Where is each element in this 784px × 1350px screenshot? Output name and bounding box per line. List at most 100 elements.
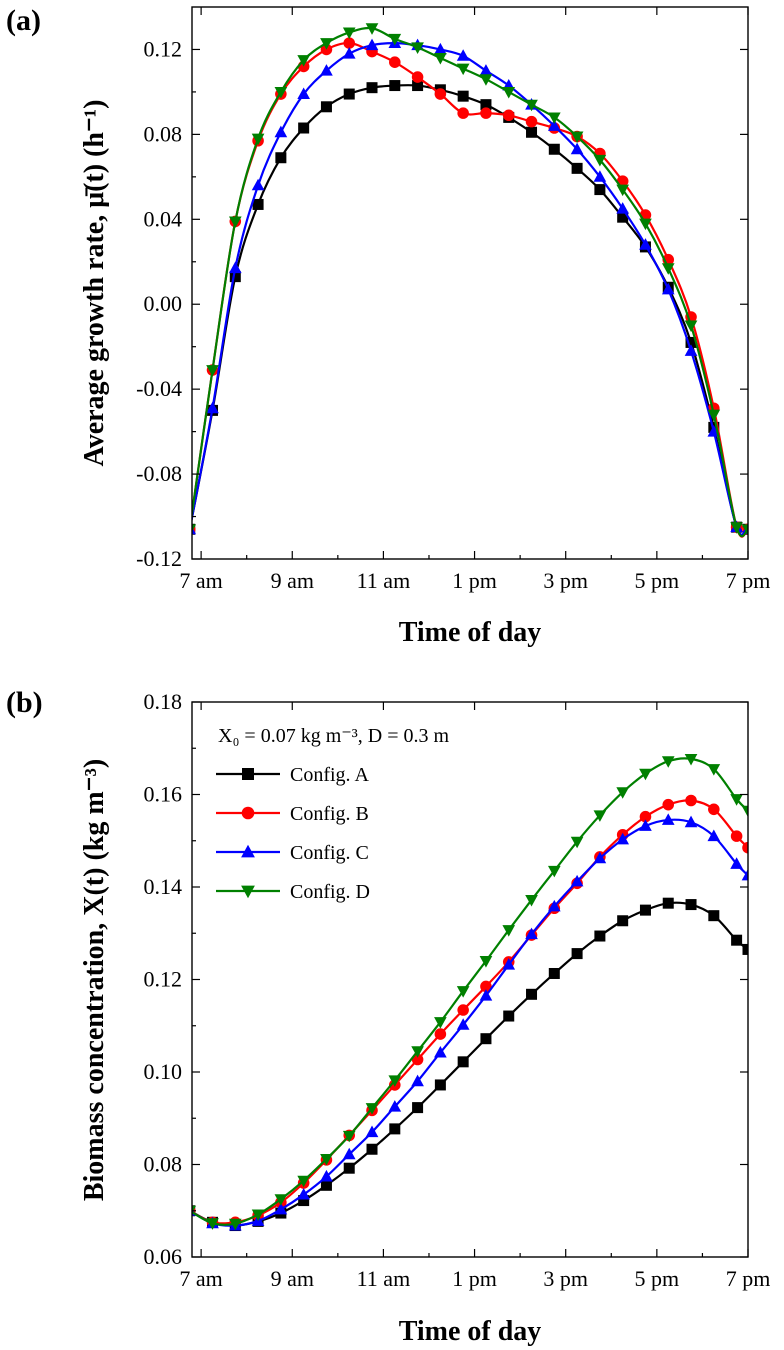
- x-tick-label: 5 pm: [635, 568, 680, 593]
- data-point: [206, 1218, 219, 1230]
- series-line: [192, 818, 748, 1227]
- data-point: [685, 899, 697, 911]
- data-point: [434, 1079, 446, 1091]
- data-point: [252, 198, 264, 210]
- data-point: [502, 109, 515, 122]
- data-point: [525, 99, 538, 112]
- data-point: [456, 986, 470, 998]
- data-point: [480, 107, 492, 119]
- x-tick-label: 9 am: [271, 568, 314, 593]
- data-point: [661, 756, 675, 768]
- panel-a-growth-rate-chart: (a) 7 am 9 am 11 am 1 pm 3 pm 5 pm 7 pm -0.12 -0…: [6, 4, 770, 648]
- data-point: [411, 1046, 424, 1058]
- panel-b-legend: Config. A Config. B Config. C Config. D: [216, 764, 370, 903]
- y-tick-label: 0.08: [144, 1152, 183, 1177]
- data-point: [741, 805, 748, 818]
- data-point: [708, 910, 720, 922]
- data-point: [594, 184, 606, 196]
- data-point: [434, 88, 447, 100]
- data-point: [434, 53, 447, 65]
- data-point: [707, 409, 721, 422]
- data-point: [228, 261, 242, 274]
- series-line: [192, 799, 748, 1225]
- panel-a-x-axis-title: Time of day: [399, 617, 542, 648]
- data-point: [731, 934, 743, 946]
- data-point: [434, 1017, 447, 1029]
- data-point: [742, 841, 748, 854]
- data-point: [480, 99, 492, 111]
- x-tick-label: 3 pm: [543, 568, 588, 593]
- data-point: [479, 989, 493, 1001]
- legend-label: Config. D: [290, 881, 370, 903]
- data-point: [616, 202, 629, 214]
- data-point: [480, 1033, 492, 1045]
- y-tick-label: -0.12: [136, 546, 182, 571]
- panel-a-y-axis-title: Average growth rate, μ̄(t) (h⁻¹): [79, 100, 110, 467]
- data-point: [616, 787, 629, 799]
- data-point: [320, 1154, 333, 1166]
- data-point: [274, 86, 288, 99]
- x-tick-label: 7 pm: [726, 568, 771, 593]
- x-tick-label: 1 pm: [452, 1266, 497, 1291]
- data-point: [229, 271, 241, 283]
- y-tick-label: 0.18: [144, 689, 183, 714]
- data-point: [365, 38, 379, 51]
- panel-a-ticks: 7 am 9 am 11 am 1 pm 3 pm 5 pm 7 pm -0.12 -0.08 -…: [136, 7, 770, 593]
- data-point: [298, 1195, 310, 1207]
- data-point: [365, 1125, 379, 1138]
- data-point: [275, 152, 287, 164]
- data-point: [343, 1162, 355, 1174]
- data-point: [617, 211, 629, 223]
- data-point: [365, 1103, 379, 1115]
- y-tick-label: 0.14: [144, 874, 183, 899]
- data-point: [741, 524, 748, 536]
- data-point: [547, 119, 561, 131]
- legend-marker: [241, 806, 255, 820]
- y-tick-label: 0.10: [144, 1059, 183, 1084]
- data-point: [525, 895, 538, 907]
- data-point: [342, 47, 356, 59]
- data-point: [593, 154, 607, 167]
- panel-b-biomass-chart: (b) 7 am 9 am 11 am 1 pm 3 pm 5 pm 7 pm 0.06 0.0…: [6, 686, 770, 1347]
- data-point: [297, 55, 310, 67]
- data-point: [320, 1179, 332, 1191]
- data-point: [570, 874, 584, 887]
- data-point: [297, 1175, 310, 1188]
- data-point: [320, 38, 333, 50]
- data-point: [342, 1130, 356, 1143]
- data-point: [662, 798, 675, 811]
- x-tick-label: 11 am: [357, 568, 411, 593]
- legend-marker: [241, 885, 255, 899]
- data-point: [320, 1169, 333, 1182]
- data-point: [457, 107, 469, 119]
- data-point: [617, 915, 629, 927]
- data-point: [661, 282, 675, 295]
- data-point: [526, 126, 538, 138]
- data-point: [456, 49, 470, 61]
- series-config-b: [192, 794, 748, 1229]
- panel-b-label: (b): [6, 686, 43, 719]
- data-point: [479, 64, 493, 76]
- panel-a-label: (a): [6, 4, 41, 37]
- data-point: [342, 1147, 356, 1160]
- data-point: [388, 33, 402, 46]
- data-point: [525, 927, 538, 940]
- data-point: [616, 832, 629, 845]
- data-point: [228, 1218, 242, 1231]
- x-tick-label: 5 pm: [635, 1266, 680, 1291]
- data-point: [639, 904, 651, 916]
- series-config-a: [192, 897, 748, 1232]
- data-point: [570, 131, 584, 144]
- data-point: [389, 1123, 401, 1135]
- data-point: [502, 958, 516, 970]
- series-config-d: [192, 23, 748, 538]
- panel-a-axes-frame: [191, 6, 749, 560]
- data-point: [343, 37, 356, 49]
- data-point: [547, 865, 561, 878]
- data-point: [548, 967, 560, 979]
- y-tick-label: -0.08: [136, 461, 182, 486]
- data-point: [730, 857, 743, 869]
- panel-b-ticks: 7 am 9 am 11 am 1 pm 3 pm 5 pm 7 pm 0.06 0.08 0.1…: [144, 689, 771, 1291]
- data-point: [297, 87, 310, 99]
- data-point: [547, 899, 561, 912]
